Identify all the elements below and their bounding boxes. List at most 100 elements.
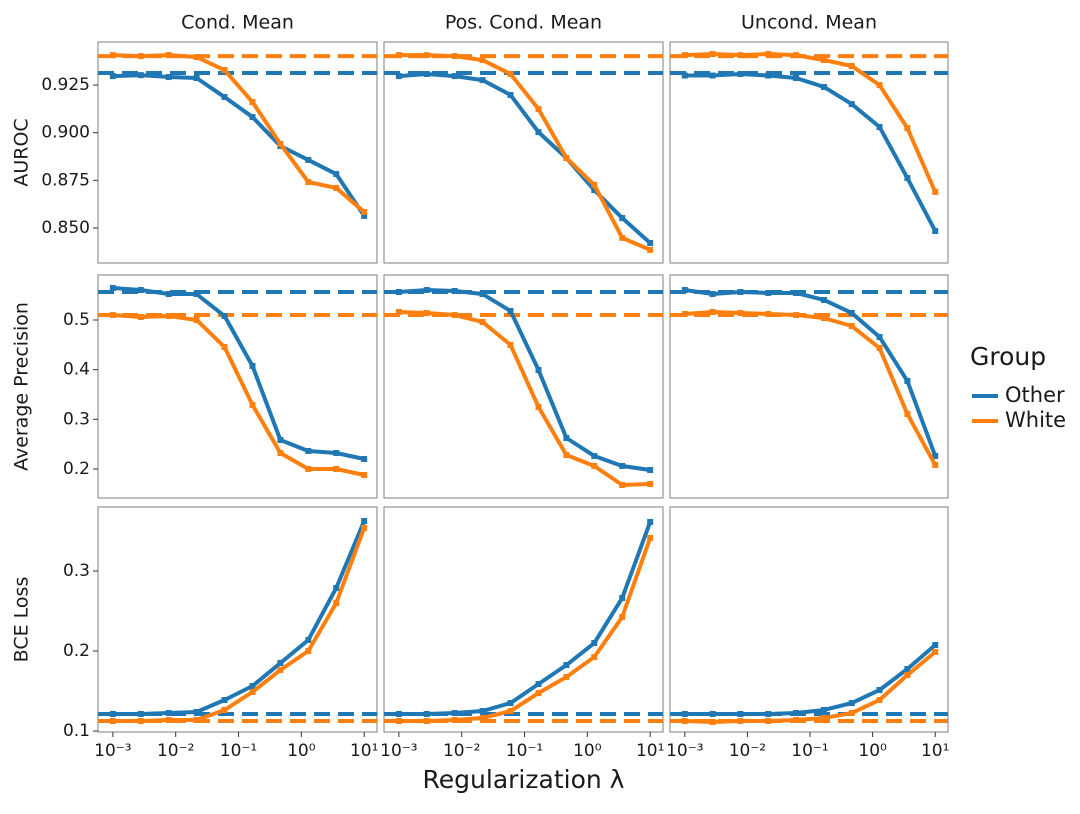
panel-border [97,506,378,733]
point [535,106,542,113]
point [681,72,688,79]
point [333,184,340,191]
x-tick-label: 10⁻³ [666,741,703,761]
point [221,94,228,101]
point [737,71,744,78]
point [932,452,939,459]
series-line [112,520,367,716]
point [249,362,256,369]
point [221,67,228,74]
point [109,710,116,717]
series-line [684,52,938,193]
point [535,680,542,687]
point [681,52,688,59]
point [765,718,772,725]
point [591,187,598,194]
y-axis-label: BCE Loss [11,577,33,663]
point [820,83,827,90]
point [423,309,430,316]
point [619,481,626,488]
point [793,710,800,717]
point [848,101,855,108]
series-line [398,537,653,724]
point [709,51,716,58]
point [109,312,116,319]
point [709,291,716,298]
point [848,700,855,707]
point [709,309,716,316]
point [820,315,827,322]
point [681,718,688,725]
point [395,309,402,316]
series-line [398,521,653,716]
legend-label: White [1005,408,1066,432]
point [333,584,340,591]
point [619,462,626,469]
y-tick-label: 0.2 [63,641,90,661]
y-tick-label: 0.5 [63,310,90,330]
panel-border [383,41,664,264]
point [165,74,172,81]
point [249,682,256,689]
point [109,52,116,59]
point [221,696,228,703]
series-line [684,72,937,232]
point [333,465,340,472]
point [249,99,256,106]
x-tick-label: 10⁻² [443,741,480,761]
point [619,594,626,601]
point [765,51,772,58]
point [647,518,654,525]
point [535,690,542,697]
point [848,63,855,70]
panel-border [97,274,378,499]
x-tick-label: 10⁻¹ [506,741,543,761]
point [109,73,116,80]
point [361,518,368,525]
facet-title: Cond. Mean [181,12,294,34]
x-tick-label: 10¹ [350,741,378,761]
point [277,660,284,667]
point [479,708,486,715]
point [904,175,911,182]
y-tick-label: 0.3 [63,409,90,429]
point [277,450,284,457]
point [109,285,116,292]
point [137,72,144,79]
point [451,73,458,80]
series-line [684,650,937,724]
legend-title: Group [970,342,1046,371]
point [249,688,256,695]
point [647,466,654,473]
point [451,710,458,717]
panel-border [669,274,949,499]
point [423,710,430,717]
point [395,718,402,725]
point [451,312,458,319]
point [305,156,312,163]
y-axis-label: Average Precision [11,302,33,471]
point [681,710,688,717]
panel-border [669,506,949,733]
panel-border [97,41,378,264]
point [305,447,312,454]
point [451,716,458,723]
point [333,450,340,457]
series-line [112,53,366,214]
point [479,291,486,298]
point [793,52,800,59]
series-line [112,527,367,724]
point [647,480,654,487]
panel-border [669,41,949,264]
point [395,288,402,295]
point [876,123,883,130]
point [848,323,855,330]
point [479,77,486,84]
facet-title: Pos. Cond. Mean [445,12,602,34]
point [904,125,911,132]
point [904,410,911,417]
point [932,227,939,234]
point [876,345,883,352]
point [361,208,368,215]
